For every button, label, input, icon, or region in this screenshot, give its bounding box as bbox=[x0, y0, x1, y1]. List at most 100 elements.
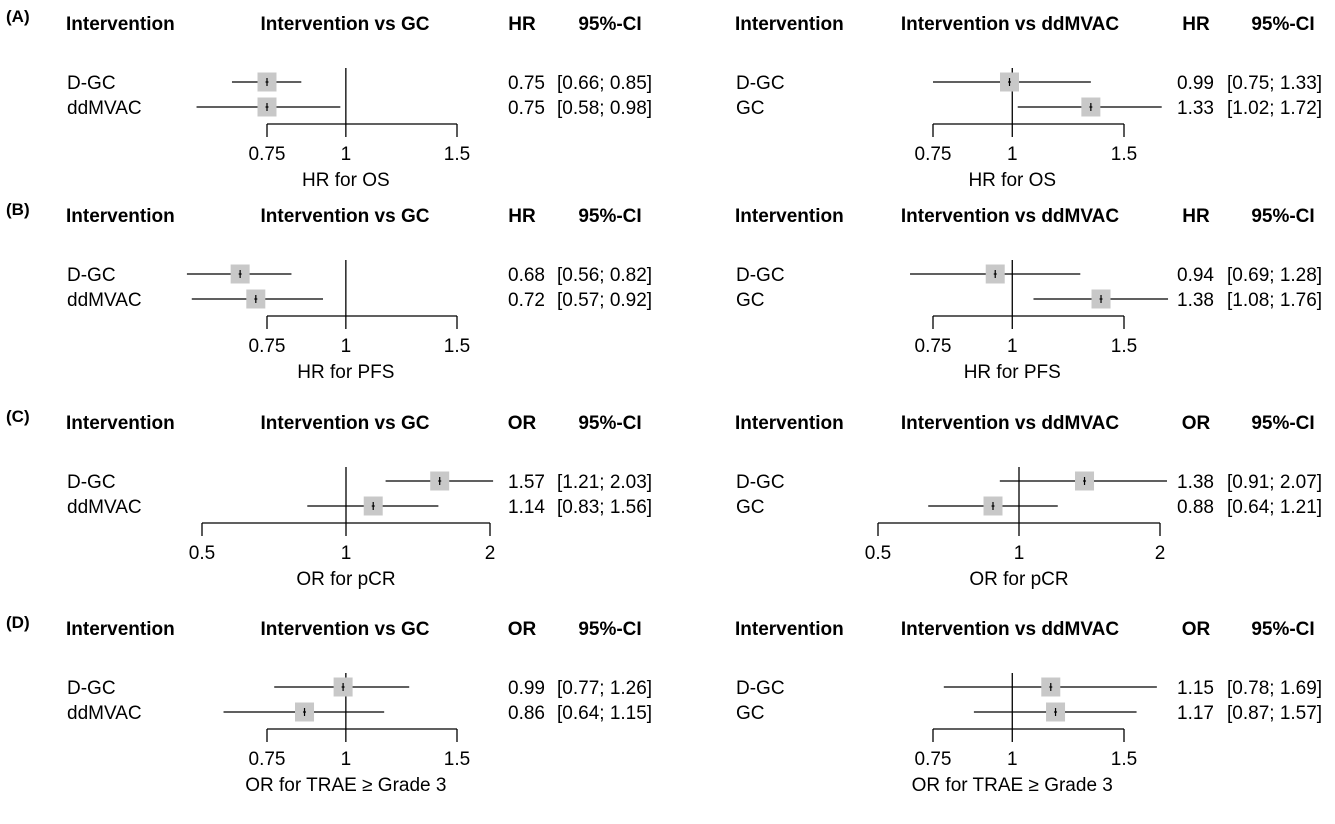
x-axis-label: HR for PFS bbox=[964, 362, 1061, 383]
row-label: D-GC bbox=[67, 472, 116, 493]
row-label: GC bbox=[736, 290, 765, 311]
header-intervention: Intervention bbox=[66, 619, 175, 640]
header-ci: 95%-CI bbox=[578, 619, 641, 640]
ci-value: [1.21; 2.03] bbox=[557, 472, 652, 493]
x-axis-label: HR for PFS bbox=[297, 362, 394, 383]
x-tick-label: 0.75 bbox=[915, 144, 952, 165]
x-tick-label: 1 bbox=[341, 749, 352, 770]
ci-value: [0.87; 1.57] bbox=[1227, 703, 1322, 724]
estimate-value: 1.33 bbox=[1177, 98, 1214, 119]
x-axis-label: OR for pCR bbox=[969, 569, 1068, 590]
header-comparison: Intervention vs GC bbox=[261, 413, 430, 434]
x-tick-label: 1.5 bbox=[444, 336, 470, 357]
ci-value: [0.57; 0.92] bbox=[557, 290, 652, 311]
header-ci: 95%-CI bbox=[1251, 206, 1314, 227]
ci-value: [0.66; 0.85] bbox=[557, 73, 652, 94]
header-comparison: Intervention vs GC bbox=[261, 206, 430, 227]
forest-plot-d-vs-ddmvac: Intervention Intervention vs ddMVAC OR 95%-… bbox=[735, 619, 1322, 796]
forest-plots: Intervention Intervention vs GC HR 95%-CI 0.… bbox=[66, 14, 1322, 796]
x-tick-label: 0.75 bbox=[915, 749, 952, 770]
header-ci: 95%-CI bbox=[578, 14, 641, 35]
row-label: GC bbox=[736, 703, 765, 724]
row-label: D-GC bbox=[67, 73, 116, 94]
x-tick-label: 1 bbox=[341, 144, 352, 165]
estimate-value: 1.38 bbox=[1177, 290, 1214, 311]
x-tick-label: 1 bbox=[1007, 749, 1018, 770]
header-intervention: Intervention bbox=[735, 619, 844, 640]
x-tick-label: 1.5 bbox=[1111, 336, 1137, 357]
header-metric: HR bbox=[508, 14, 536, 35]
x-tick-label: 1.5 bbox=[1111, 144, 1137, 165]
header-comparison: Intervention vs ddMVAC bbox=[901, 206, 1119, 227]
x-tick-label: 0.5 bbox=[865, 543, 891, 564]
row-label: D-GC bbox=[736, 265, 785, 286]
panel-label-c: (C) bbox=[6, 407, 30, 426]
estimate-value: 0.88 bbox=[1177, 497, 1214, 518]
ci-value: [0.64; 1.15] bbox=[557, 703, 652, 724]
panel-label-d: (D) bbox=[6, 613, 30, 632]
estimate-value: 1.38 bbox=[1177, 472, 1214, 493]
estimate-value: 0.75 bbox=[508, 73, 545, 94]
header-metric: HR bbox=[1182, 206, 1210, 227]
header-comparison: Intervention vs ddMVAC bbox=[901, 413, 1119, 434]
estimate-value: 0.99 bbox=[508, 678, 545, 699]
row-label: D-GC bbox=[736, 678, 785, 699]
x-tick-label: 0.5 bbox=[189, 543, 215, 564]
x-tick-label: 0.75 bbox=[915, 336, 952, 357]
header-ci: 95%-CI bbox=[578, 413, 641, 434]
header-intervention: Intervention bbox=[66, 413, 175, 434]
row-label: D-GC bbox=[736, 472, 785, 493]
x-axis-label: OR for pCR bbox=[296, 569, 395, 590]
x-tick-label: 1 bbox=[341, 336, 352, 357]
x-axis-label: OR for TRAE ≥ Grade 3 bbox=[245, 775, 446, 796]
row-label: ddMVAC bbox=[67, 290, 142, 311]
estimate-value: 0.75 bbox=[508, 98, 545, 119]
ci-value: [0.69; 1.28] bbox=[1227, 265, 1322, 286]
ci-value: [0.77; 1.26] bbox=[557, 678, 652, 699]
estimate-value: 1.15 bbox=[1177, 678, 1214, 699]
ci-value: [0.64; 1.21] bbox=[1227, 497, 1322, 518]
estimate-value: 1.57 bbox=[508, 472, 545, 493]
ci-value: [0.91; 2.07] bbox=[1227, 472, 1322, 493]
forest-plot-a-vs-gc: Intervention Intervention vs GC HR 95%-CI 0.… bbox=[66, 14, 652, 191]
x-tick-label: 0.75 bbox=[249, 749, 286, 770]
ci-value: [0.78; 1.69] bbox=[1227, 678, 1322, 699]
header-metric: HR bbox=[1182, 14, 1210, 35]
estimate-value: 1.14 bbox=[508, 497, 545, 518]
ci-value: [0.83; 1.56] bbox=[557, 497, 652, 518]
forest-plot-c-vs-gc: Intervention Intervention vs GC OR 95%-CI 0.… bbox=[66, 413, 652, 590]
header-metric: OR bbox=[1182, 619, 1211, 640]
x-tick-label: 0.75 bbox=[249, 336, 286, 357]
ci-value: [1.02; 1.72] bbox=[1227, 98, 1322, 119]
ci-value: [1.08; 1.76] bbox=[1227, 290, 1322, 311]
row-label: D-GC bbox=[67, 265, 116, 286]
x-tick-label: 2 bbox=[1155, 543, 1166, 564]
ci-value: [0.56; 0.82] bbox=[557, 265, 652, 286]
row-label: ddMVAC bbox=[67, 703, 142, 724]
estimate-value: 0.94 bbox=[1177, 265, 1214, 286]
forest-plot-b-vs-gc: Intervention Intervention vs GC HR 95%-CI 0.… bbox=[66, 206, 652, 383]
header-metric: OR bbox=[508, 619, 537, 640]
header-ci: 95%-CI bbox=[1251, 413, 1314, 434]
header-comparison: Intervention vs GC bbox=[261, 619, 430, 640]
header-ci: 95%-CI bbox=[1251, 619, 1314, 640]
header-comparison: Intervention vs ddMVAC bbox=[901, 619, 1119, 640]
estimate-value: 1.17 bbox=[1177, 703, 1214, 724]
x-tick-label: 1 bbox=[1014, 543, 1025, 564]
header-intervention: Intervention bbox=[66, 206, 175, 227]
x-axis-label: HR for OS bbox=[302, 170, 390, 191]
estimate-value: 0.68 bbox=[508, 265, 545, 286]
header-intervention: Intervention bbox=[735, 14, 844, 35]
header-metric: HR bbox=[508, 206, 536, 227]
ci-value: [0.75; 1.33] bbox=[1227, 73, 1322, 94]
x-tick-label: 1.5 bbox=[444, 144, 470, 165]
x-axis-label: OR for TRAE ≥ Grade 3 bbox=[912, 775, 1113, 796]
panel-label-b: (B) bbox=[6, 200, 30, 219]
row-label: GC bbox=[736, 98, 765, 119]
header-ci: 95%-CI bbox=[578, 206, 641, 227]
header-metric: OR bbox=[508, 413, 537, 434]
header-ci: 95%-CI bbox=[1251, 14, 1314, 35]
estimate-value: 0.72 bbox=[508, 290, 545, 311]
header-intervention: Intervention bbox=[735, 413, 844, 434]
